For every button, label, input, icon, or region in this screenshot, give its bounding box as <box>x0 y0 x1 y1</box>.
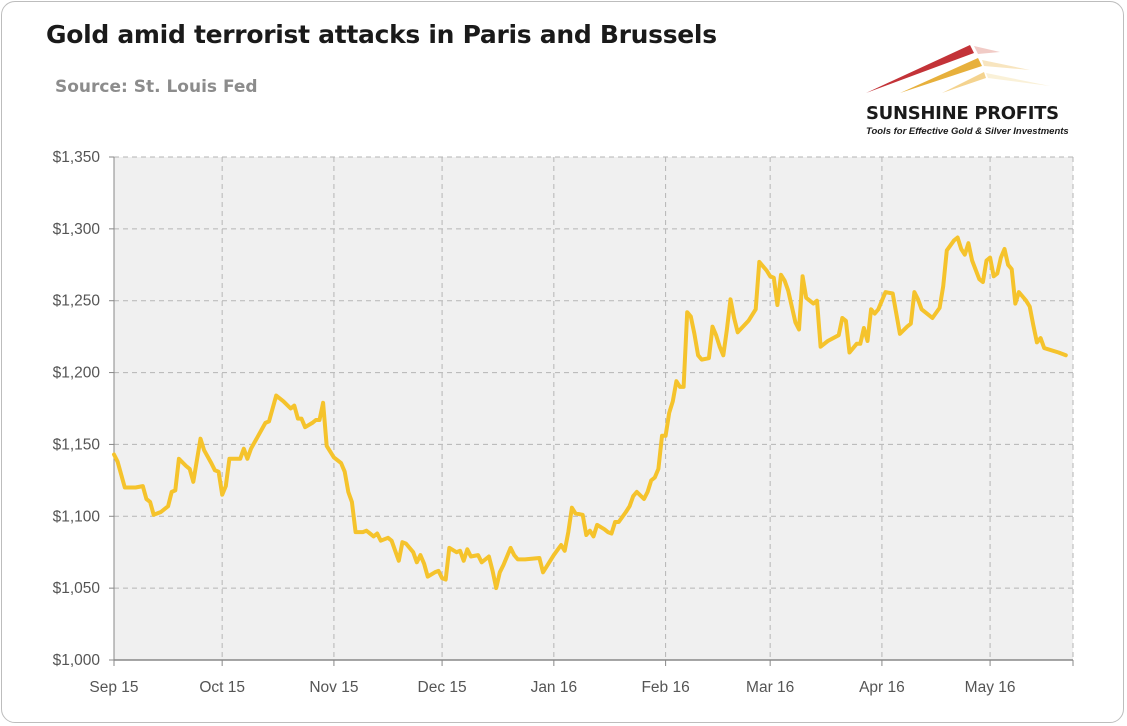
x-axis-ticks: Sep 15 Oct 15 Nov 15 Dec 15 Jan 16 Feb 16 Mar … <box>89 660 1074 696</box>
y-tick-label: $1,350 <box>53 149 101 166</box>
x-tick-label: Apr 16 <box>859 679 905 696</box>
y-tick-label: $1,000 <box>53 652 101 669</box>
y-tick-label: $1,250 <box>53 293 101 310</box>
x-tick-label: May 16 <box>965 679 1016 696</box>
x-tick-label: Sep 15 <box>89 679 138 696</box>
logo-tagline: Tools for Effective Gold & Silver Invest… <box>866 126 1069 137</box>
x-tick-label: Nov 15 <box>309 679 358 696</box>
y-tick-label: $1,200 <box>53 365 101 382</box>
logo-name: SUNSHINE PROFITS <box>866 103 1059 124</box>
x-tick-label: Jan 16 <box>531 679 578 696</box>
logo-rays-icon <box>866 45 1050 93</box>
series-layer <box>112 235 1068 591</box>
y-axis-ticks: $1,000 $1,050 $1,100 $1,150 $1,200 $1,250 $1,3… <box>53 149 114 669</box>
x-tick-label: Mar 16 <box>746 679 794 696</box>
chart-subtitle: Source: St. Louis Fed <box>55 77 258 97</box>
series-line-gold-price <box>112 235 1068 591</box>
logo-name-part2: PROFITS <box>974 103 1059 124</box>
y-tick-label: $1,300 <box>53 221 101 238</box>
x-tick-label: Feb 16 <box>641 679 689 696</box>
y-tick-label: $1,150 <box>53 436 101 453</box>
logo-name-part1: SUNSHINE <box>866 103 969 124</box>
y-tick-label: $1,050 <box>53 580 101 597</box>
y-tick-label: $1,100 <box>53 508 101 525</box>
x-tick-label: Oct 15 <box>199 679 245 696</box>
sunshine-profits-logo: SUNSHINE PROFITS Tools for Effective Gol… <box>860 40 1080 140</box>
axes <box>113 157 1073 661</box>
plot-area <box>114 157 1073 660</box>
x-tick-label: Dec 15 <box>418 679 467 696</box>
chart-title: Gold amid terrorist attacks in Paris and… <box>46 20 717 49</box>
